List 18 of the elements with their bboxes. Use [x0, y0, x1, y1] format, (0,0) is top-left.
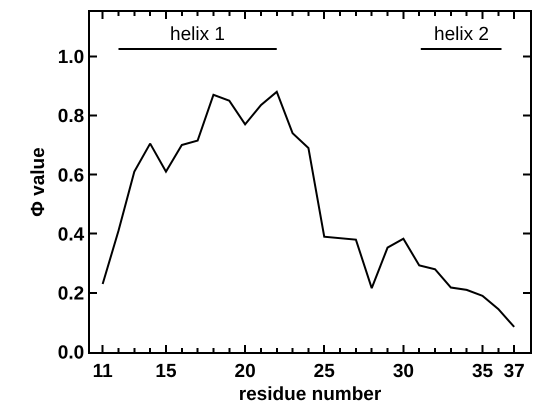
x-tick-label: 37 [504, 360, 525, 382]
annotation: helix 1 [170, 24, 225, 45]
y-tick-label: 0.4 [58, 224, 85, 246]
y-tick-label: 0.0 [58, 342, 84, 364]
line-series [102, 90, 516, 328]
y-tick-label: 0.8 [58, 106, 84, 128]
annotation: helix 2 [434, 24, 489, 45]
x-tick-label: 15 [155, 360, 177, 382]
x-tick-label: 11 [92, 360, 114, 382]
y-tick-label: 0.6 [58, 165, 84, 186]
x-tick-label: 35 [472, 360, 494, 382]
x-tick-label: 30 [392, 360, 414, 382]
x-tick-label: 25 [314, 360, 336, 382]
x-tick-label: 20 [234, 360, 256, 382]
x-axis-title: residue number [238, 384, 382, 406]
y-tick-label: 0.2 [58, 284, 84, 305]
y-tick-label: 1.0 [58, 47, 84, 68]
y-axis-title: Φ value [28, 147, 50, 217]
